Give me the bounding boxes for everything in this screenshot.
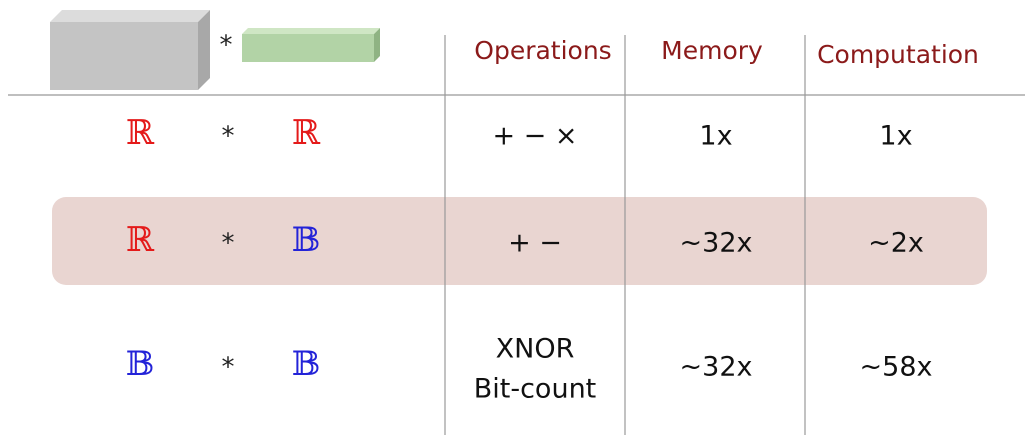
memory: 1x — [699, 121, 732, 152]
memory: ~32x — [680, 352, 753, 383]
input-symbol: 𝔹 — [126, 344, 155, 384]
box-top — [50, 10, 210, 22]
operations: + − — [508, 228, 562, 259]
computation: ~58x — [860, 352, 933, 383]
input-symbol: ℝ — [126, 113, 155, 153]
filter-front — [242, 34, 374, 62]
column-header: Memory — [661, 36, 763, 65]
row-highlight — [52, 197, 987, 285]
weight-symbol: ℝ — [292, 113, 321, 153]
computation: ~2x — [868, 228, 924, 259]
column-header: Operations — [474, 36, 611, 65]
operator: * — [222, 353, 235, 383]
filter-side — [374, 28, 380, 62]
operator: * — [222, 229, 235, 259]
header-operator: * — [220, 31, 233, 61]
column-header: Computation — [817, 40, 979, 69]
computation: 1x — [879, 121, 912, 152]
memory: ~32x — [680, 228, 753, 259]
box-front — [50, 22, 198, 90]
operator: * — [222, 122, 235, 152]
filter-top — [242, 28, 380, 34]
operations: Bit-count — [474, 374, 597, 405]
input-symbol: ℝ — [126, 220, 155, 260]
box-side — [198, 10, 210, 90]
weight-symbol: 𝔹 — [292, 344, 321, 384]
operations: + − × — [492, 121, 577, 152]
tensor-illustration — [50, 10, 380, 90]
operations: XNOR — [496, 334, 575, 365]
weight-symbol: 𝔹 — [292, 220, 321, 260]
